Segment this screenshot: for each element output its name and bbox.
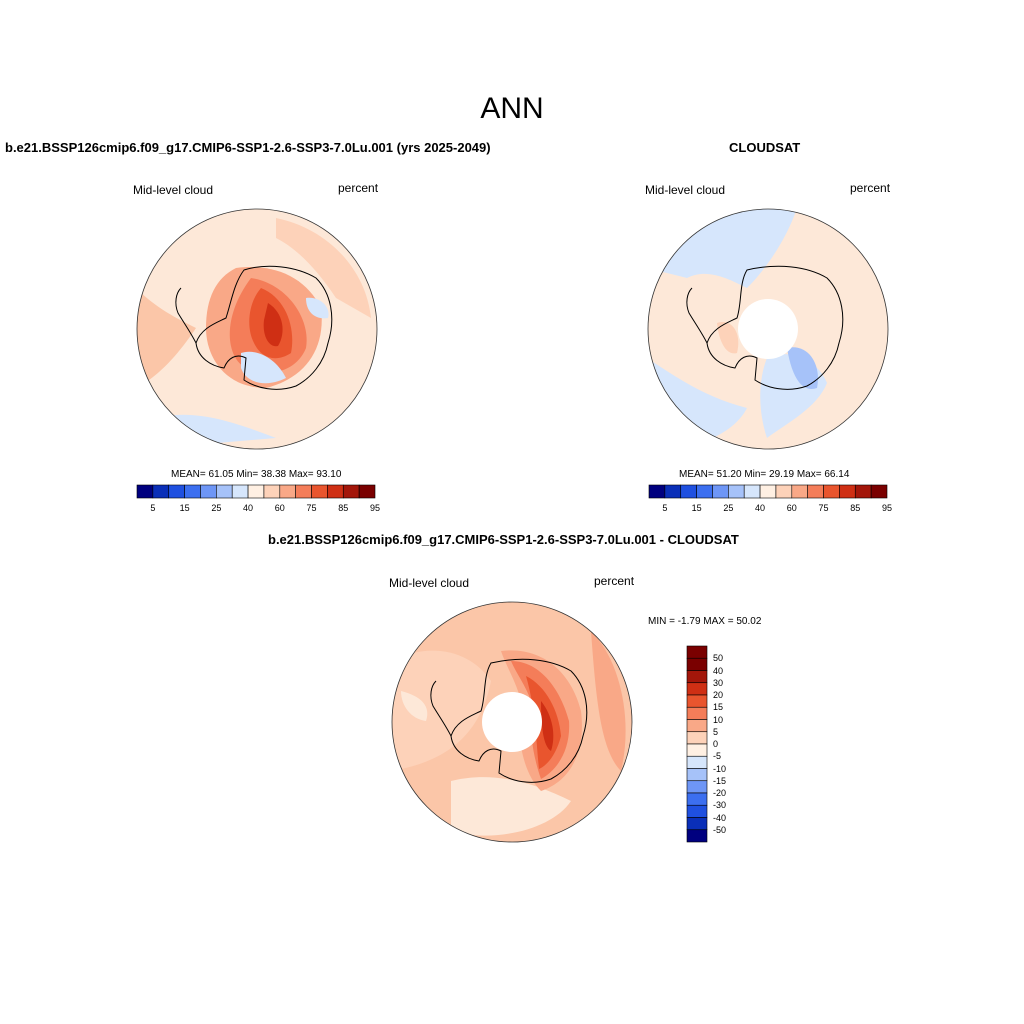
- colorbar-swatch: [279, 484, 296, 499]
- diff-polar-map: [391, 601, 633, 843]
- colorbar-tick-label: 5: [662, 503, 668, 513]
- colorbar-swatch: [664, 484, 682, 499]
- colorbar-tick-label: 40: [755, 503, 766, 513]
- colorbar-swatch: [648, 484, 666, 499]
- right-variable-label: Mid-level cloud: [645, 183, 726, 197]
- colorbar-swatch: [295, 484, 312, 499]
- left-units-label: percent: [338, 181, 379, 195]
- left-panel-title: b.e21.BSSP126cmip6.f09_g17.CMIP6-SSP1-2.…: [5, 140, 491, 155]
- diff-colorbar: [686, 645, 708, 843]
- colorbar-tick-label: 60: [274, 503, 285, 513]
- diff-colorbar-ticks: 50 40 30 20 15 10 5 0 -5 -10 -15 -20 -30 -40 -50: [711, 646, 751, 842]
- colorbar-swatch: [686, 829, 708, 843]
- colorbar-tick-label: -5: [713, 751, 722, 762]
- colorbar-swatch: [216, 484, 233, 499]
- colorbar-swatch: [168, 484, 185, 499]
- colorbar-tick-label: -40: [713, 812, 727, 823]
- colorbar-tick-label: -20: [713, 788, 727, 798]
- colorbar-tick-label: 30: [713, 677, 724, 688]
- colorbar-tick-label: 25: [723, 503, 734, 513]
- colorbar-swatch: [327, 484, 344, 499]
- colorbar-swatch: [231, 484, 249, 499]
- colorbar-swatch: [342, 484, 360, 499]
- colorbar-swatch: [807, 484, 824, 499]
- colorbar-tick-label: 25: [211, 503, 222, 513]
- right-colorbar-ticks: 5 15 25 40 60 75 85 95: [649, 503, 892, 515]
- colorbar-swatch: [200, 484, 217, 499]
- colorbar-swatch: [686, 755, 708, 769]
- left-polar-map: [136, 208, 378, 450]
- colorbar-swatch: [686, 743, 708, 757]
- left-variable-label: Mid-level cloud: [133, 183, 214, 197]
- diff-panel-title: b.e21.BSSP126cmip6.f09_g17.CMIP6-SSP1-2.…: [268, 532, 739, 547]
- right-stats: MEAN= 51.20 Min= 29.19 Max= 66.14: [679, 469, 850, 480]
- colorbar-tick-label: 15: [179, 503, 190, 513]
- colorbar-swatch: [686, 706, 708, 720]
- colorbar-tick-label: 60: [786, 503, 797, 513]
- colorbar-tick-label: 5: [713, 726, 719, 737]
- colorbar-tick-label: 40: [243, 503, 254, 513]
- left-stats: MEAN= 61.05 Min= 38.38 Max= 93.10: [171, 469, 342, 480]
- diff-units-label: percent: [594, 574, 635, 588]
- colorbar-swatch: [686, 792, 708, 806]
- colorbar-swatch: [686, 804, 708, 818]
- colorbar-swatch: [686, 731, 708, 745]
- figure-title: ANN: [480, 92, 544, 125]
- colorbar-tick-label: 15: [713, 702, 724, 713]
- colorbar-tick-label: 85: [850, 503, 861, 513]
- colorbar-swatch: [686, 682, 708, 696]
- left-colorbar: [136, 484, 376, 499]
- colorbar-swatch: [247, 484, 265, 499]
- right-units-label: percent: [850, 181, 891, 195]
- right-polar-map: [647, 208, 889, 450]
- right-panel-title: CLOUDSAT: [729, 140, 801, 155]
- colorbar-tick-label: -50: [713, 824, 727, 835]
- colorbar-tick-label: -10: [713, 763, 727, 774]
- colorbar-swatch: [791, 484, 808, 499]
- colorbar-swatch: [823, 484, 840, 499]
- left-colorbar-ticks: 5 15 25 40 60 75 85 95: [137, 503, 380, 515]
- colorbar-swatch: [870, 484, 888, 499]
- colorbar-tick-label: 10: [713, 714, 724, 725]
- colorbar-swatch: [358, 484, 376, 499]
- colorbar-tick-label: 75: [818, 503, 829, 513]
- colorbar-tick-label: 40: [713, 665, 724, 676]
- colorbar-swatch: [680, 484, 697, 499]
- right-colorbar: [648, 484, 888, 499]
- colorbar-swatch: [839, 484, 856, 499]
- colorbar-tick-label: 85: [338, 503, 349, 513]
- colorbar-swatch: [696, 484, 713, 499]
- colorbar-swatch: [728, 484, 745, 499]
- colorbar-swatch: [686, 719, 708, 733]
- colorbar-tick-label: -30: [713, 800, 727, 811]
- colorbar-tick-label: 20: [713, 690, 724, 700]
- colorbar-swatch: [686, 768, 708, 782]
- colorbar-tick-label: 75: [306, 503, 317, 513]
- colorbar-tick-label: 95: [369, 503, 381, 513]
- colorbar-swatch: [136, 484, 154, 499]
- colorbar-swatch: [311, 484, 328, 499]
- colorbar-tick-label: 95: [881, 503, 893, 513]
- colorbar-tick-label: 5: [150, 503, 156, 513]
- colorbar-swatch: [854, 484, 872, 499]
- colorbar-swatch: [743, 484, 761, 499]
- colorbar-tick-label: 15: [691, 503, 702, 513]
- colorbar-swatch: [263, 484, 281, 499]
- colorbar-swatch: [152, 484, 170, 499]
- colorbar-swatch: [184, 484, 201, 499]
- diff-variable-label: Mid-level cloud: [389, 576, 470, 590]
- colorbar-swatch: [712, 484, 729, 499]
- colorbar-tick-label: 0: [713, 739, 719, 749]
- colorbar-tick-label: 50: [713, 653, 724, 664]
- colorbar-swatch: [686, 817, 708, 831]
- diff-stats: MIN = -1.79 MAX = 50.02: [648, 616, 762, 627]
- colorbar-swatch: [775, 484, 793, 499]
- colorbar-swatch: [686, 780, 708, 794]
- colorbar-swatch: [686, 645, 708, 659]
- colorbar-swatch: [759, 484, 777, 499]
- colorbar-swatch: [686, 694, 708, 708]
- colorbar-tick-label: -15: [713, 775, 727, 786]
- colorbar-swatch: [686, 670, 708, 684]
- colorbar-swatch: [686, 657, 708, 671]
